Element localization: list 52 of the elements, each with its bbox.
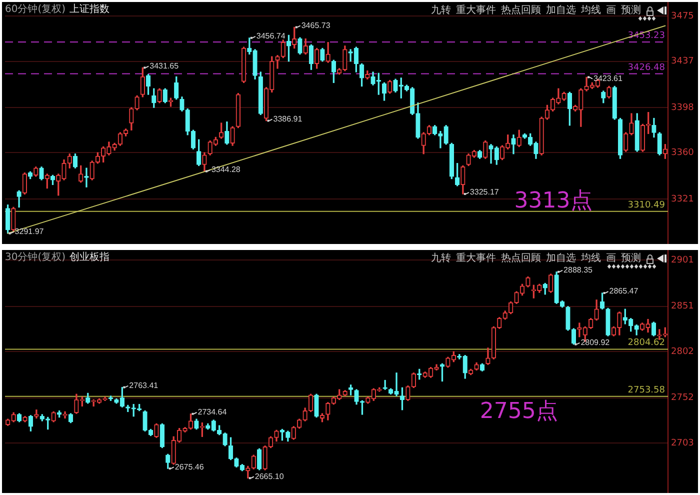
annotation: 加自选 [545,4,577,16]
annotation: 热点回顾 [500,252,542,264]
chart-subtitle: 60分钟(复权) [5,4,66,15]
y-tick-label: 3475 [671,12,694,22]
y-tick-label: 2851 [671,302,694,312]
y-tick-label: 3321 [671,194,694,204]
ref-line-label: 3453.23 [628,31,665,42]
annotation: 均线 [580,252,602,264]
annotation: 预测 [620,4,642,16]
text: 2675.46 [174,462,204,472]
ref-line-label: 2804.62 [628,338,665,348]
text: 3291.97 [14,227,44,236]
y-tick-label: 3360 [671,148,694,158]
y-tick-label: 2752 [671,393,694,404]
annotation: 热点回顾 [500,4,542,16]
text: 3423.61 [594,74,622,83]
text: 3344.28 [211,165,240,174]
annotation: 画 [605,252,617,264]
annotation: 重大事件 [455,252,497,264]
candlestick [84,168,89,188]
text: 3456.74 [256,32,286,41]
text: 2809.92 [580,338,610,348]
ref-line-label: 2753.58 [628,385,666,396]
ref-line-label: 3310.49 [628,200,666,210]
annotation: 均线 [580,4,602,16]
annotation: 九转 [430,252,452,264]
text: 2763.41 [129,380,158,390]
chart-title: 上证指数 [70,4,110,15]
text: 2665.10 [254,472,284,481]
y-tick-label: 2802 [671,346,694,357]
text: 3431.65 [150,61,179,70]
annotation: 2755点 [480,398,558,424]
y-tick-label: 2901 [671,256,694,266]
annotation: 重大事件 [455,4,497,16]
y-tick-label: 2703 [671,438,694,448]
text: 3325.17 [470,188,499,197]
chart-title: 创业板指 [70,252,110,263]
annotation: 加自选 [545,252,577,264]
chart-subtitle: 30分钟(复权) [5,252,66,263]
text: 2734.64 [198,408,227,417]
candlestick [657,329,662,340]
y-tick-label: 3398 [671,102,694,113]
ref-line-label: 3426.48 [628,62,666,73]
annotation: 3313点 [514,188,592,214]
text: 3465.73 [301,20,330,30]
y-tick-label: 3437 [671,56,694,67]
annotation: 九转 [430,4,452,16]
text: 2865.47 [609,286,638,296]
text: 3386.91 [273,114,302,124]
text: 2888.35 [564,266,592,275]
annotation: 画 [605,4,617,16]
annotation: 预测 [620,252,642,264]
